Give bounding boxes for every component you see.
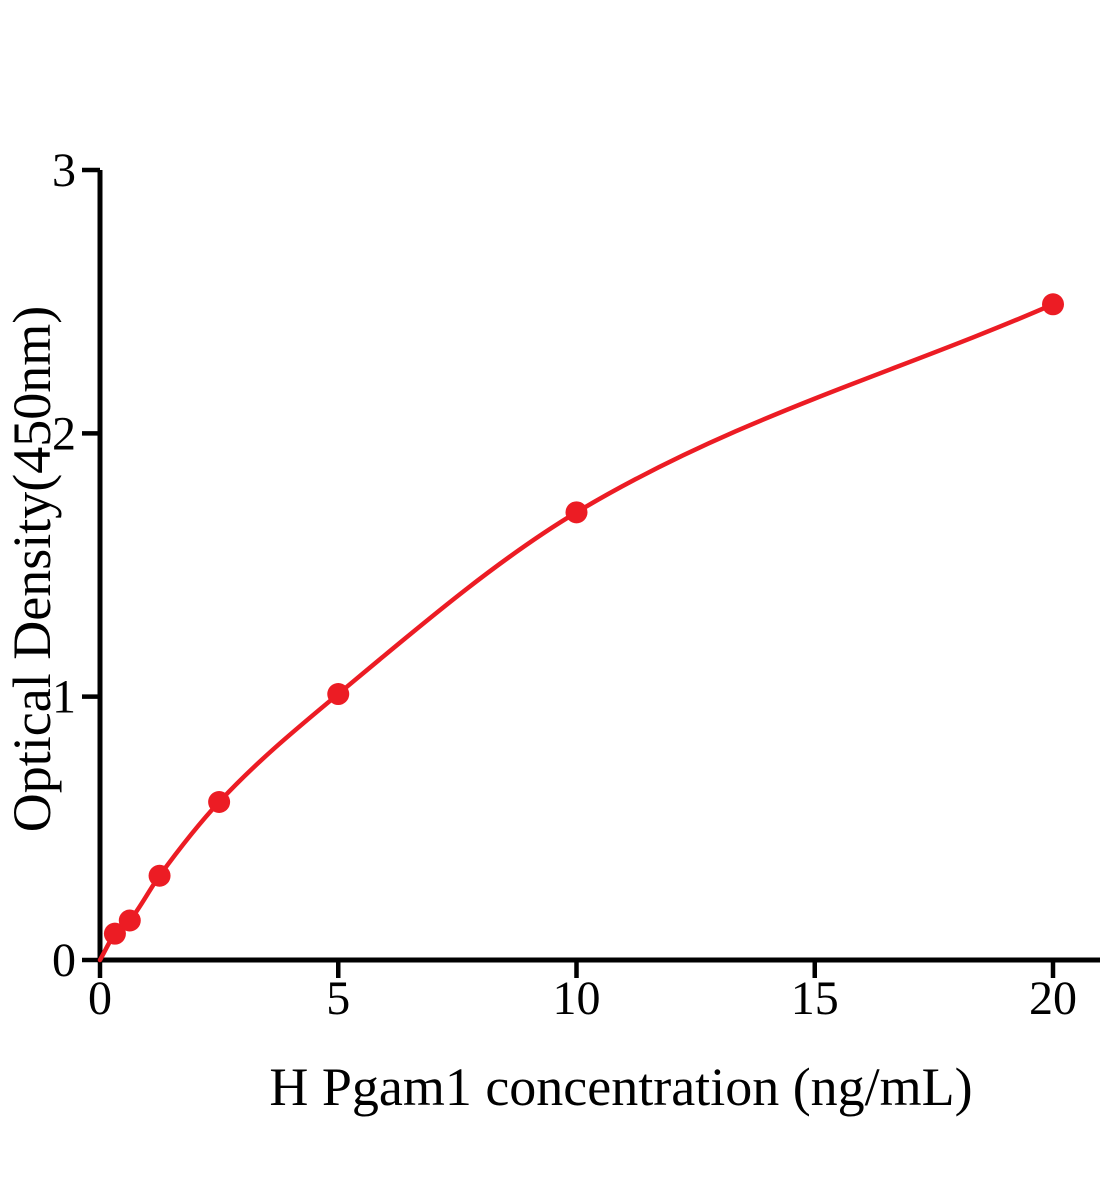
data-point bbox=[118, 909, 141, 932]
data-point bbox=[148, 864, 171, 887]
series-layer bbox=[97, 293, 1064, 963]
x-tick-label: 20 bbox=[1029, 972, 1077, 1025]
x-tick-label: 5 bbox=[326, 972, 350, 1025]
x-tick-label: 10 bbox=[553, 972, 601, 1025]
axes-layer bbox=[97, 170, 1100, 963]
data-point bbox=[208, 791, 231, 813]
y-tick-label: 2 bbox=[52, 407, 76, 460]
data-point bbox=[1042, 293, 1064, 316]
y-tick-label: 0 bbox=[52, 934, 76, 987]
x-tick-label: 15 bbox=[791, 972, 839, 1025]
ticks-layer: 0 5 10 15 20 0 1 2 3 bbox=[52, 144, 1077, 1025]
data-point bbox=[565, 501, 588, 524]
y-axis-title: Optical Density(450nm) bbox=[2, 306, 62, 832]
x-axis-title: H Pgam1 concentration (ng/mL) bbox=[269, 1057, 972, 1117]
y-tick-label: 3 bbox=[52, 144, 76, 197]
x-tick-label: 0 bbox=[88, 972, 112, 1025]
fit-curve bbox=[97, 302, 1056, 963]
data-point bbox=[327, 683, 350, 706]
data-point bbox=[103, 922, 126, 945]
y-tick-label: 1 bbox=[52, 671, 76, 724]
